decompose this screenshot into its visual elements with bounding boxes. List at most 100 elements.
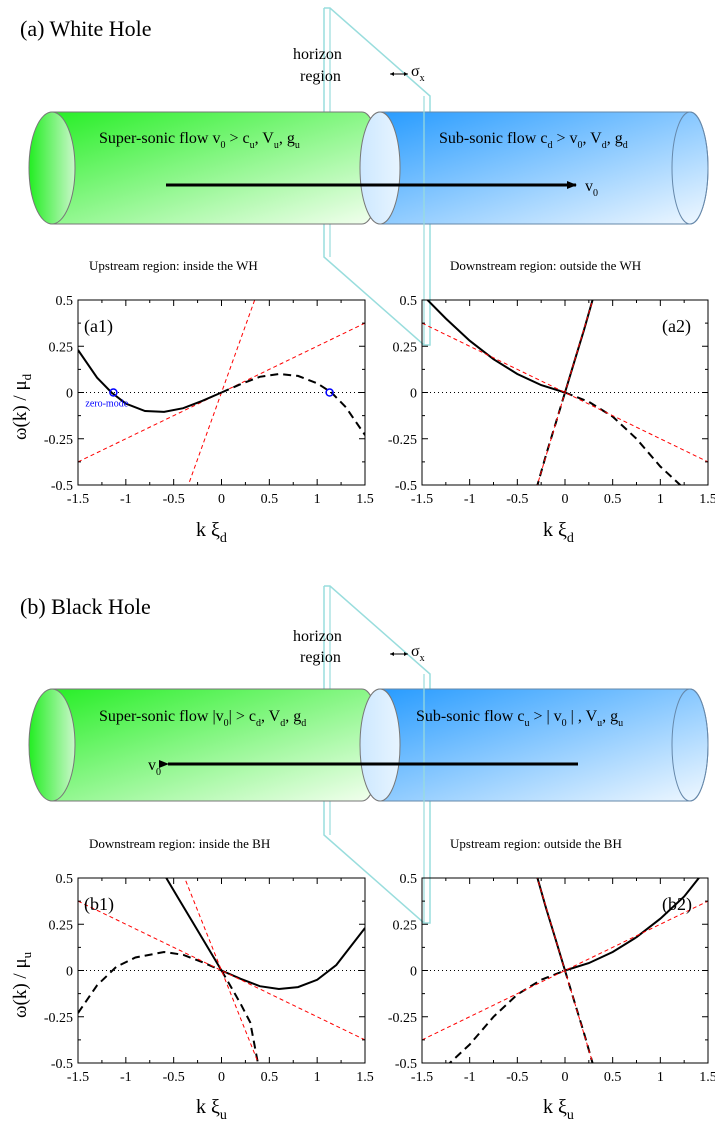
zero-mode-marker: [109, 388, 118, 397]
x-axis-label-left: k ξu: [196, 1096, 227, 1123]
x-tick-label: 1.5: [356, 1070, 374, 1085]
junction-cap: [359, 111, 401, 225]
left-cylinder: [33, 111, 381, 225]
x-tick-label: 0: [562, 492, 569, 507]
x-tick-label: -0.5: [506, 1070, 528, 1085]
x-tick-label: 0.5: [604, 492, 622, 507]
sigma-arrow: [390, 72, 408, 76]
left-region-label: Downstream region: inside the BH: [89, 836, 270, 851]
curve-solid-black: [221, 927, 365, 991]
y-tick-label: -0.5: [51, 1057, 73, 1072]
plot-label: (a1): [84, 316, 113, 337]
panel-black-hole: (b) Black Hole horizon region σx Super-s…: [10, 585, 715, 1123]
plot-a1: zero-mode -1.5 -1 -0.5 0 0.5 1 1.5 -0.5 -0.25 0 0.2…: [44, 294, 374, 507]
y-tick-label: 0.5: [56, 872, 74, 887]
curve-solid-black: [426, 300, 566, 394]
x-tick-label: -1: [464, 492, 476, 507]
y-tick-label: 0: [410, 387, 417, 402]
left-cylinder-cap: [28, 688, 76, 802]
y-tick-label: 0: [410, 965, 417, 980]
right-region-label: Downstream region: outside the WH: [450, 258, 641, 273]
curves: [422, 300, 708, 485]
curve-dashed-black: [221, 372, 365, 436]
y-tick-label: 0.5: [56, 294, 74, 309]
curve-solid-black: [165, 878, 223, 972]
plot-a2: -1.5 -1 -0.5 0 0.5 1 1.5 -0.5 -0.25 0 0.25 0.5 (a2): [388, 294, 715, 507]
zero-mode-label: zero-mode: [85, 399, 128, 410]
right-cylinder: [361, 688, 709, 802]
sigma-arrow: [390, 652, 408, 656]
x-tick-label: 1.5: [699, 1070, 715, 1085]
x-tick-label: -1.5: [411, 1070, 433, 1085]
y-tick-label: 0: [66, 965, 73, 980]
x-tick-label: -0.5: [163, 1070, 185, 1085]
y-axis-label: ω(k) / μd: [10, 373, 34, 440]
right-cylinder: [361, 111, 709, 225]
curve-dashed-red: [422, 900, 708, 1041]
x-tick-label: 1: [657, 1070, 664, 1085]
y-tick-label: 0.25: [49, 918, 74, 933]
plot-label: (b1): [84, 894, 114, 915]
y-tick-label: 0.5: [400, 872, 418, 887]
curves: [78, 878, 365, 1063]
horizon-label-2: region: [300, 68, 341, 85]
y-tick-label: -0.25: [44, 1011, 73, 1026]
x-axis-label-left: k ξd: [196, 519, 227, 546]
y-axis-label: ω(k) / μu: [10, 951, 34, 1018]
right-flow-label: Sub-sonic flow cd > v0, Vd, gd: [439, 130, 628, 151]
y-tick-label: 0.25: [393, 340, 418, 355]
curve-dashed-black: [78, 950, 222, 1014]
x-tick-label: -0.5: [163, 492, 185, 507]
y-tick-label: 0.5: [400, 294, 418, 309]
panel-heading: (b) Black Hole: [20, 594, 151, 619]
sigma-label: σx: [411, 643, 425, 664]
junction-cap: [359, 688, 401, 802]
velocity-label: v0: [148, 757, 161, 778]
x-tick-label: 0.5: [604, 1070, 622, 1085]
x-tick-label: 0.5: [261, 1070, 279, 1085]
right-region-label: Upstream region: outside the BH: [450, 836, 622, 851]
panel-white-hole: (a) White Hole horizon region σx Super-s…: [10, 7, 715, 546]
plot-label: (b2): [662, 894, 692, 915]
x-tick-label: -1.5: [411, 492, 433, 507]
y-tick-label: -0.25: [388, 433, 417, 448]
plot-b1: -1.5 -1 -0.5 0 0.5 1 1.5 -0.5 -0.25 0 0.25 0.5 (b1): [44, 872, 374, 1085]
x-tick-label: 1: [657, 492, 664, 507]
left-flow-label: Super-sonic flow v0 > cu, Vu, gu: [99, 130, 300, 151]
x-tick-label: -1.5: [67, 1070, 89, 1085]
left-flow-label: Super-sonic flow |v0| > cd, Vd, gd: [99, 708, 306, 729]
x-tick-label: 0: [218, 492, 225, 507]
horizon-label-1: horizon: [293, 46, 342, 63]
x-tick-label: -1: [464, 1070, 476, 1085]
x-tick-label: -1: [120, 1070, 132, 1085]
curve-dashed-red: [536, 878, 594, 1063]
x-tick-label: 0: [562, 1070, 569, 1085]
left-region-label: Upstream region: inside the WH: [89, 258, 258, 273]
y-tick-label: -0.25: [388, 1011, 417, 1026]
x-tick-label: -1: [120, 492, 132, 507]
right-cylinder-end: [671, 111, 709, 225]
curve-dashed-red: [422, 322, 708, 463]
curves: [78, 300, 365, 485]
y-tick-label: 0.25: [49, 340, 74, 355]
x-tick-label: 1.5: [356, 492, 374, 507]
horizon-label-2: region: [300, 649, 341, 666]
curve-solid-black: [564, 878, 701, 972]
velocity-label: v0: [585, 178, 598, 199]
x-tick-label: 1.5: [699, 492, 715, 507]
curve-solid-black: [78, 349, 222, 413]
panel-heading: (a) White Hole: [20, 16, 152, 41]
curve-dashed-black: [564, 391, 682, 485]
x-axis-label-right: k ξu: [543, 1096, 574, 1123]
curve-dashed-red: [536, 300, 594, 485]
y-tick-label: 0: [66, 387, 73, 402]
x-tick-label: -0.5: [506, 492, 528, 507]
zero-mode-marker: [325, 388, 334, 397]
y-tick-label: -0.5: [395, 1057, 417, 1072]
plot-b2: -1.5 -1 -0.5 0 0.5 1 1.5 -0.5 -0.25 0 0.25 0.5 (b2): [388, 872, 715, 1085]
curves: [422, 878, 708, 1063]
y-tick-label: -0.25: [44, 433, 73, 448]
x-tick-label: -1.5: [67, 492, 89, 507]
x-tick-label: 1: [314, 1070, 321, 1085]
